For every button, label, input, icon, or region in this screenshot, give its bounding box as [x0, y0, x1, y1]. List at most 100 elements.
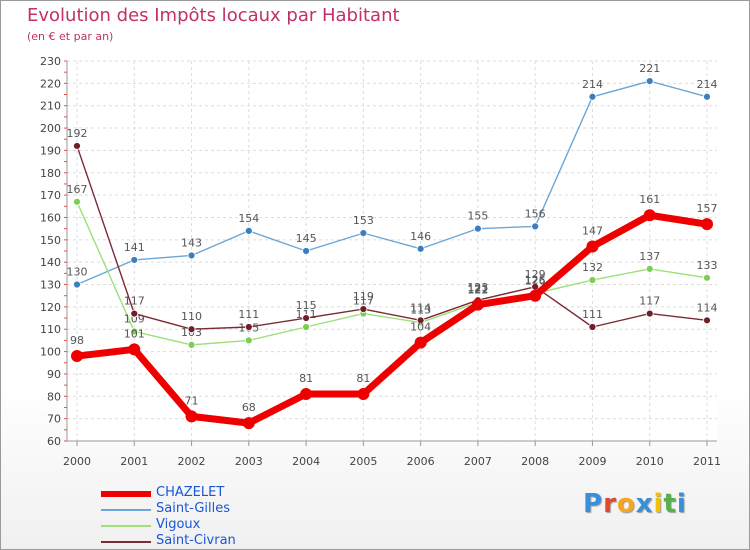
data-label-saint-gilles: 153 [353, 214, 374, 227]
y-tick-label: 190 [40, 144, 61, 157]
data-label-chazelet: 68 [242, 401, 256, 414]
chart-subtitle: (en € et par an) [27, 30, 114, 43]
data-label-saint-gilles: 156 [525, 207, 546, 220]
legend-swatch-saint-civran [101, 541, 151, 543]
data-label-saint-civran: 129 [525, 268, 546, 281]
data-point-saint-gilles [130, 256, 139, 264]
x-tick-label: 2005 [349, 455, 377, 468]
data-point-chazelet [71, 350, 83, 363]
data-label-vigoux: 126 [525, 274, 546, 287]
data-point-saint-gilles [645, 77, 654, 86]
data-label-chazelet: 121 [467, 283, 488, 296]
proxiti-logo: Proxiti [583, 489, 687, 519]
data-point-vigoux [703, 273, 711, 282]
data-point-vigoux [588, 276, 597, 284]
data-point-saint-gilles [588, 92, 597, 101]
y-tick-label: 120 [40, 301, 61, 314]
data-point-saint-civran [645, 309, 654, 318]
data-label-chazelet: 157 [697, 202, 718, 215]
data-point-saint-civran [187, 325, 196, 334]
data-point-saint-civran [244, 323, 253, 331]
data-label-vigoux: 132 [582, 261, 603, 274]
y-tick-label: 210 [40, 100, 61, 113]
data-label-saint-civran: 117 [124, 295, 145, 308]
data-point-saint-gilles [416, 244, 425, 253]
data-label-saint-gilles: 214 [582, 78, 603, 91]
data-label-vigoux: 113 [410, 304, 431, 317]
y-tick-label: 130 [40, 279, 61, 292]
data-point-saint-civran [416, 316, 425, 325]
data-label-vigoux: 167 [67, 183, 88, 196]
y-tick-label: 80 [47, 390, 61, 403]
data-point-saint-civran [130, 309, 139, 318]
data-point-saint-gilles [474, 224, 482, 233]
data-point-chazelet [529, 289, 542, 302]
data-label-chazelet: 104 [410, 321, 431, 334]
data-label-saint-civran: 111 [582, 308, 603, 321]
data-label-saint-civran: 119 [353, 290, 374, 303]
y-tick-label: 60 [47, 435, 61, 448]
y-tick-label: 90 [47, 368, 61, 381]
chart-title: Evolution des Impôts locaux par Habitant [27, 5, 400, 26]
data-label-saint-civran: 110 [181, 310, 202, 323]
data-point-chazelet [185, 410, 198, 423]
data-label-saint-civran: 117 [639, 295, 660, 308]
logo-letter: t [663, 489, 677, 519]
legend-swatch-vigoux [101, 525, 151, 527]
data-point-vigoux [244, 336, 253, 345]
data-label-saint-gilles: 141 [124, 241, 145, 254]
data-point-chazelet [701, 218, 713, 231]
data-label-chazelet: 125 [525, 274, 546, 287]
data-point-vigoux [73, 197, 81, 206]
legend-swatch-saint-gilles [101, 509, 151, 511]
legend-label-saint-civran: Saint-Civran [156, 533, 236, 548]
x-tick-label: 2000 [63, 455, 91, 468]
data-label-vigoux: 117 [353, 295, 374, 308]
series-line-saint-civran [76, 145, 708, 330]
data-label-chazelet: 147 [582, 225, 603, 238]
data-point-saint-gilles [531, 222, 540, 231]
logo-letter: r [603, 489, 617, 519]
data-point-saint-gilles [302, 247, 310, 255]
data-label-saint-civran: 115 [296, 299, 317, 312]
data-point-chazelet [471, 298, 484, 311]
data-point-vigoux [302, 323, 310, 331]
y-tick-label: 110 [40, 323, 61, 336]
series-line-chazelet [73, 211, 711, 427]
data-label-chazelet: 71 [185, 394, 199, 407]
logo-letter: i [676, 489, 687, 519]
x-tick-label: 2006 [407, 455, 435, 468]
data-point-saint-civran [588, 323, 597, 331]
data-point-chazelet [300, 388, 313, 401]
legend-swatch-chazelet [101, 491, 151, 497]
x-tick-label: 2001 [120, 455, 148, 468]
data-point-saint-civran [359, 305, 368, 314]
data-label-saint-gilles: 130 [67, 266, 88, 279]
logo-letter: i [653, 489, 664, 519]
y-tick-label: 70 [47, 413, 61, 426]
data-point-chazelet [414, 336, 427, 349]
data-label-chazelet: 81 [299, 372, 313, 385]
data-label-vigoux: 122 [467, 283, 488, 296]
data-point-saint-gilles [244, 226, 253, 235]
x-tick-label: 2010 [636, 455, 664, 468]
y-tick-label: 140 [40, 256, 61, 269]
data-point-vigoux [645, 264, 654, 273]
data-point-saint-gilles [73, 280, 81, 289]
data-label-saint-civran: 114 [697, 301, 718, 314]
y-tick-label: 160 [40, 211, 61, 224]
y-tick-label: 150 [40, 234, 61, 247]
series-line-saint-gilles [76, 80, 708, 286]
data-label-vigoux: 133 [697, 259, 718, 272]
data-label-saint-civran: 114 [410, 301, 431, 314]
x-tick-label: 2009 [578, 455, 606, 468]
data-point-saint-gilles [359, 229, 368, 238]
x-tick-label: 2004 [292, 455, 320, 468]
data-point-chazelet [586, 240, 599, 253]
data-label-saint-gilles: 155 [467, 210, 488, 223]
x-tick-label: 2008 [521, 455, 549, 468]
data-label-saint-gilles: 143 [181, 236, 202, 249]
data-point-chazelet [128, 343, 141, 356]
